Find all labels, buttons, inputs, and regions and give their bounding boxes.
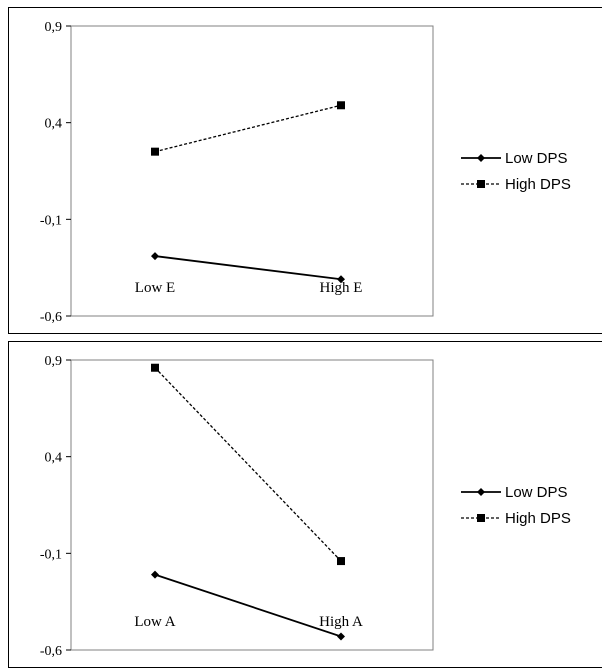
data-point-diamond [151,570,159,579]
x-category-label: Low A [134,614,175,630]
legend-marker-diamond [477,488,485,496]
chart-panel-bottom: 0,9 0,4 -0,1 -0,6 Low A High A Low DPS High DPS [8,341,602,668]
series-line-high-dps [154,104,342,153]
legend-marker-square [477,514,485,522]
series-line-low-dps [154,573,342,638]
chart-panel-top: 0,9 0,4 -0,1 -0,6 Low E High E Low DPS High DPS [8,7,602,334]
data-point-diamond [151,252,159,261]
plot-area [70,359,434,651]
x-category-label: Low E [135,280,175,296]
data-point-square [337,101,345,110]
line-chart-extraversion: 0,9 0,4 -0,1 -0,6 Low E High E Low DPS High DPS [40,20,571,325]
legend-label: Low DPS [505,150,568,167]
x-category-label: High E [320,280,363,296]
data-point-square [151,147,159,156]
y-tick-label: -0,1 [40,213,62,228]
y-tick-label: -0,1 [40,547,62,562]
y-tick-label: 0,4 [45,117,63,132]
line-chart-agreeableness: 0,9 0,4 -0,1 -0,6 Low A High A Low DPS High DPS [40,354,571,659]
y-tick-label: -0,6 [40,644,62,659]
data-point-diamond [337,632,345,641]
y-tick-label: 0,4 [45,451,63,466]
legend-label: High DPS [505,176,571,193]
y-tick-label: -0,6 [40,310,62,325]
legend-marker-diamond [477,154,485,162]
series-line-high-dps [154,367,342,562]
data-point-diamond [337,275,345,284]
data-point-square [151,363,159,372]
plot-area [70,25,434,317]
y-tick-label: 0,9 [45,354,63,369]
legend-label: High DPS [505,510,571,527]
series-line-low-dps [154,255,342,281]
x-category-label: High A [319,614,363,630]
legend-marker-square [477,180,485,188]
legend-label: Low DPS [505,484,568,501]
data-point-square [337,557,345,566]
y-tick-label: 0,9 [45,20,63,35]
